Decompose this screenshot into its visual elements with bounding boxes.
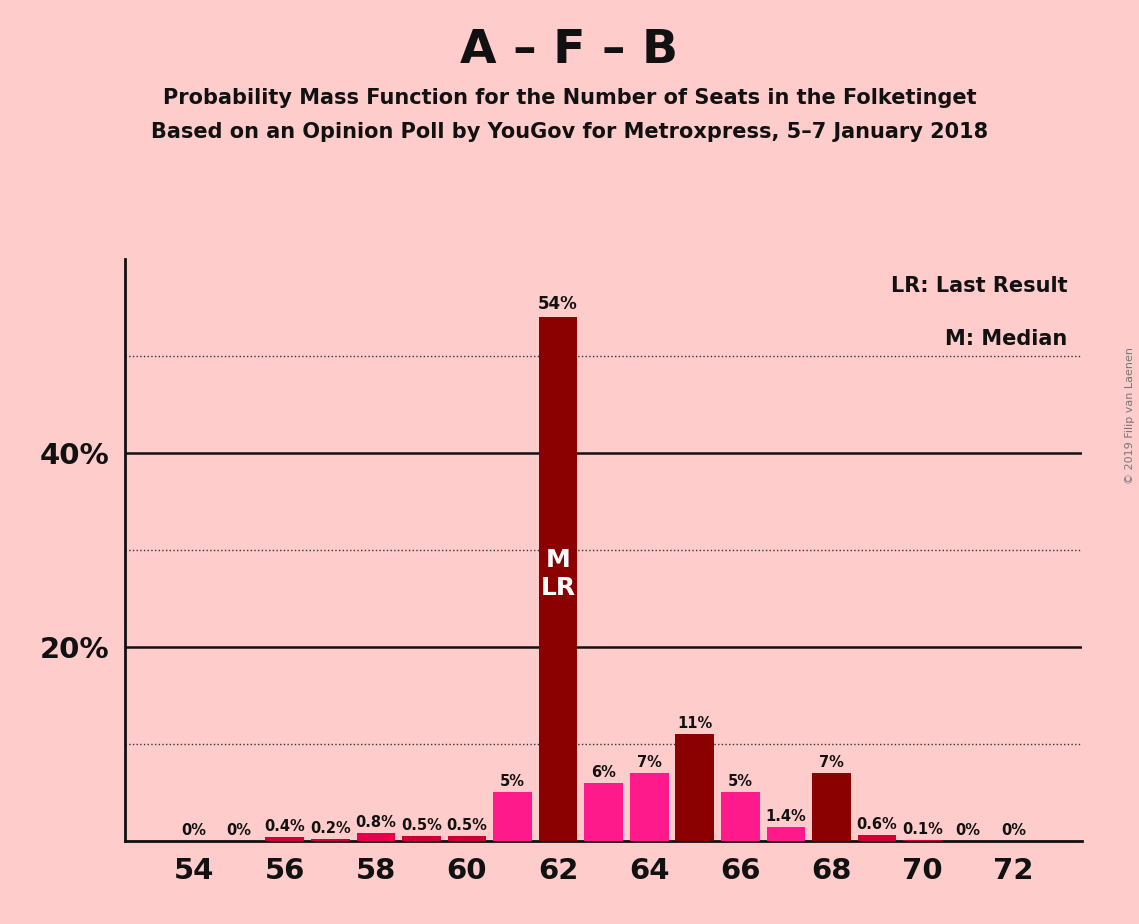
Bar bbox=[402, 836, 441, 841]
Bar bbox=[539, 317, 577, 841]
Text: 6%: 6% bbox=[591, 765, 616, 780]
Text: © 2019 Filip van Laenen: © 2019 Filip van Laenen bbox=[1125, 347, 1134, 484]
Text: 0.5%: 0.5% bbox=[446, 818, 487, 833]
Bar bbox=[357, 833, 395, 841]
Bar bbox=[630, 772, 669, 841]
Bar bbox=[812, 772, 851, 841]
Text: 0.8%: 0.8% bbox=[355, 815, 396, 830]
Text: 0%: 0% bbox=[1001, 823, 1026, 838]
Text: 0.1%: 0.1% bbox=[902, 822, 943, 837]
Text: 7%: 7% bbox=[637, 755, 662, 770]
Text: 0%: 0% bbox=[956, 823, 981, 838]
Text: 0.2%: 0.2% bbox=[310, 821, 351, 836]
Text: 0.6%: 0.6% bbox=[857, 817, 898, 833]
Text: 54%: 54% bbox=[539, 295, 577, 313]
Bar bbox=[311, 839, 350, 841]
Text: A – F – B: A – F – B bbox=[460, 28, 679, 73]
Bar bbox=[675, 734, 714, 841]
Text: 11%: 11% bbox=[678, 716, 712, 731]
Text: 7%: 7% bbox=[819, 755, 844, 770]
Text: 0.5%: 0.5% bbox=[401, 818, 442, 833]
Bar bbox=[448, 836, 486, 841]
Bar bbox=[584, 783, 623, 841]
Text: 0%: 0% bbox=[227, 823, 252, 838]
Bar bbox=[493, 792, 532, 841]
Bar bbox=[767, 827, 805, 841]
Text: 5%: 5% bbox=[500, 774, 525, 789]
Bar bbox=[265, 837, 304, 841]
Text: LR: Last Result: LR: Last Result bbox=[891, 276, 1067, 297]
Text: 0.4%: 0.4% bbox=[264, 819, 305, 834]
Bar bbox=[858, 835, 896, 841]
Text: M: Median: M: Median bbox=[945, 329, 1067, 348]
Text: Probability Mass Function for the Number of Seats in the Folketinget: Probability Mass Function for the Number… bbox=[163, 88, 976, 108]
Bar bbox=[721, 792, 760, 841]
Text: M
LR: M LR bbox=[541, 548, 575, 600]
Bar bbox=[903, 840, 942, 841]
Text: 0%: 0% bbox=[181, 823, 206, 838]
Text: 1.4%: 1.4% bbox=[765, 809, 806, 824]
Text: 5%: 5% bbox=[728, 774, 753, 789]
Text: Based on an Opinion Poll by YouGov for Metroxpress, 5–7 January 2018: Based on an Opinion Poll by YouGov for M… bbox=[151, 122, 988, 142]
